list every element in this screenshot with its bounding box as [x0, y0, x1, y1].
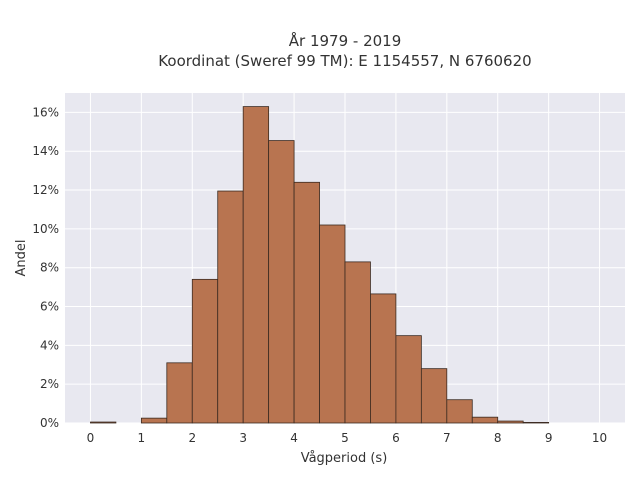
y-tick-label: 10% — [32, 222, 59, 236]
x-tick-label: 1 — [138, 431, 146, 445]
histogram-bar — [446, 399, 473, 424]
bars-group — [90, 106, 550, 424]
chart-title-line1: År 1979 - 2019 — [289, 31, 402, 50]
y-axis-label: Andel — [14, 240, 29, 277]
y-tick-label: 16% — [32, 105, 59, 119]
histogram-bar — [191, 278, 219, 424]
histogram-bar — [370, 293, 397, 424]
histogram-bar — [268, 140, 295, 424]
x-tick-label: 3 — [239, 431, 247, 445]
x-tick-label: 0 — [87, 431, 95, 445]
y-tick-label: 6% — [40, 300, 59, 314]
histogram-bar — [217, 190, 244, 424]
histogram-bar — [395, 335, 422, 424]
x-tick-label: 8 — [494, 431, 502, 445]
y-tick-label: 14% — [32, 144, 59, 158]
y-tick-label: 4% — [40, 338, 59, 352]
histogram-bar — [471, 416, 499, 424]
x-tick-label: 5 — [341, 431, 349, 445]
histogram-bar — [166, 362, 193, 424]
histogram-bar — [497, 420, 524, 424]
y-tick-label: 0% — [40, 416, 59, 430]
histogram-bar — [522, 422, 550, 424]
histogram-bar — [140, 417, 168, 424]
x-ticks: 0 1 2 3 4 5 6 7 8 9 10 — [87, 431, 608, 445]
histogram-bar — [420, 368, 448, 424]
x-tick-label: 9 — [545, 431, 553, 445]
x-tick-label: 10 — [592, 431, 607, 445]
x-axis-label: Vågperiod (s) — [301, 451, 388, 466]
x-tick-label: 6 — [392, 431, 400, 445]
y-ticks: 0% 2% 4% 6% 8% 10% 12% 14% 16% — [32, 105, 59, 430]
y-tick-label: 12% — [32, 183, 59, 197]
histogram-bar — [293, 181, 320, 424]
histogram-bar — [319, 224, 346, 424]
chart-title-line2: Koordinat (Sweref 99 TM): E 1154557, N 6… — [158, 52, 531, 70]
y-tick-label: 2% — [40, 377, 59, 391]
x-tick-label: 2 — [188, 431, 196, 445]
histogram-bar — [90, 421, 117, 424]
histogram-bar — [242, 106, 270, 424]
x-tick-label: 4 — [290, 431, 298, 445]
x-tick-label: 7 — [443, 431, 451, 445]
histogram-bar — [344, 261, 371, 424]
y-tick-label: 8% — [40, 261, 59, 275]
